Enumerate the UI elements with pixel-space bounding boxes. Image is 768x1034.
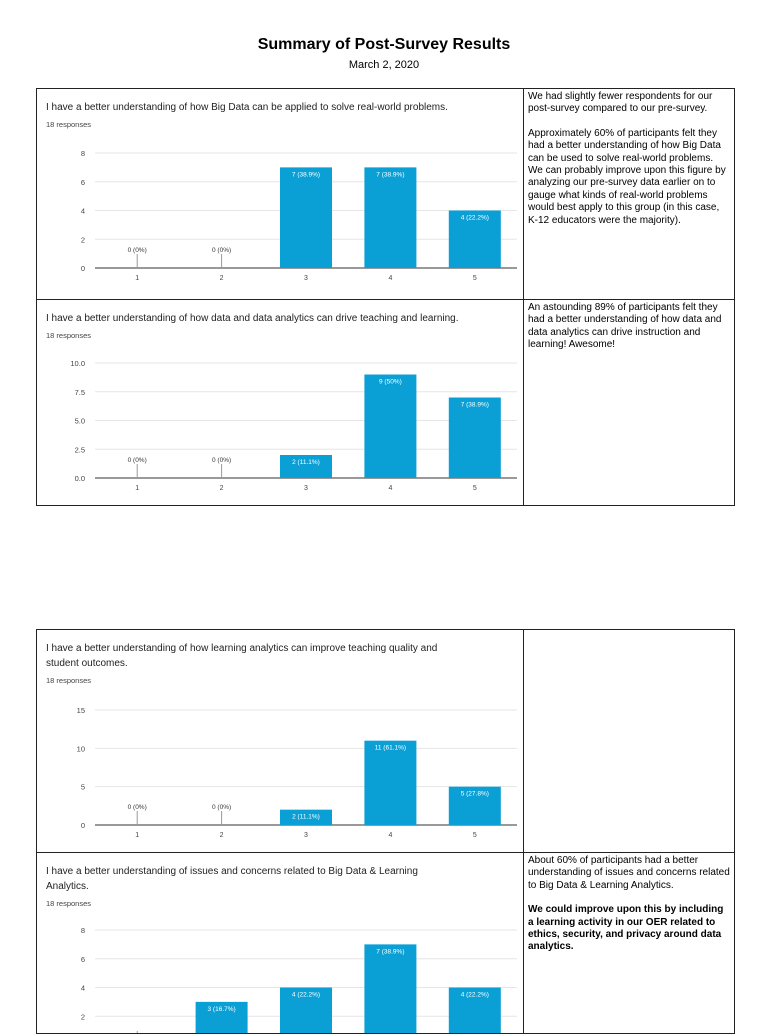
- data-label: 0 (0%): [128, 247, 147, 254]
- note-cell: [523, 629, 735, 853]
- question-text: Analytics.: [46, 881, 89, 892]
- y-tick-label: 6: [81, 178, 85, 187]
- data-label: 9 (50%): [379, 379, 402, 386]
- data-label: 0 (0%): [212, 457, 231, 464]
- note-cell: About 60% of participants had a better u…: [523, 852, 735, 1034]
- responses-count: 18 responses: [46, 331, 91, 340]
- bar: [364, 740, 417, 825]
- y-tick-label: 10: [77, 744, 85, 753]
- chart-learning-analytics-quality: I have a better understanding of how lea…: [46, 643, 517, 839]
- data-label: 2 (11.1%): [292, 459, 320, 466]
- x-tick-label: 5: [473, 832, 477, 839]
- data-label: 4 (22.2%): [461, 992, 489, 999]
- note-data-analytics-teaching: An astounding 89% of participants felt t…: [528, 302, 730, 352]
- responses-count: 18 responses: [46, 899, 91, 908]
- question-text: I have a better understanding of how dat…: [46, 313, 459, 324]
- bar: [448, 397, 501, 478]
- chart-cell: I have a better understanding of how lea…: [36, 629, 524, 853]
- y-tick-label: 2: [81, 1012, 85, 1021]
- y-tick-label: 2: [81, 235, 85, 244]
- chart-issues-concerns: I have a better understanding of issues …: [46, 866, 517, 1033]
- bar: [280, 167, 332, 268]
- bar: [280, 809, 332, 825]
- note-paragraph: We had slightly fewer respondents for ou…: [528, 91, 713, 115]
- x-tick-label: 3: [304, 275, 308, 282]
- data-label: 2 (11.1%): [292, 814, 320, 821]
- x-tick-label: 2: [220, 275, 224, 282]
- question-text: student outcomes.: [46, 658, 128, 669]
- y-tick-label: 2.5: [75, 445, 85, 454]
- note-paragraph: Approximately 60% of participants felt t…: [528, 127, 726, 226]
- question-text: I have a better understanding of how Big…: [46, 102, 448, 113]
- data-label: 0 (0%): [128, 457, 147, 464]
- results-table-2: I have a better understanding of how lea…: [36, 629, 735, 1034]
- bar: [364, 374, 417, 478]
- x-tick-label: 3: [304, 485, 308, 492]
- chart-cell: I have a better understanding of how Big…: [36, 88, 524, 300]
- page-title: Summary of Post-Survey Results: [257, 36, 511, 53]
- responses-count: 18 responses: [46, 676, 91, 685]
- data-label: 11 (61.1%): [375, 745, 406, 752]
- y-tick-label: 0: [81, 264, 85, 273]
- x-tick-label: 2: [220, 832, 224, 839]
- y-tick-label: 0.0: [75, 474, 85, 483]
- bar: [448, 786, 501, 825]
- chart-cell: I have a better understanding of issues …: [36, 852, 524, 1034]
- y-tick-label: 7.5: [75, 388, 85, 397]
- note-paragraph: About 60% of participants had a better u…: [528, 855, 730, 891]
- results-table-1: I have a better understanding of how Big…: [36, 88, 735, 506]
- data-label: 7 (38.9%): [461, 402, 489, 409]
- y-tick-label: 4: [81, 984, 85, 993]
- data-label: 0 (0%): [128, 804, 147, 811]
- x-tick-label: 4: [388, 832, 392, 839]
- data-label: 3 (16.7%): [208, 1006, 236, 1013]
- x-tick-label: 3: [304, 832, 308, 839]
- question-text: I have a better understanding of issues …: [46, 866, 418, 877]
- data-label: 5 (27.8%): [461, 791, 489, 798]
- note-paragraph: We could improve upon this by including …: [528, 904, 724, 953]
- y-tick-label: 15: [77, 706, 85, 715]
- x-tick-label: 4: [388, 485, 392, 492]
- data-label: 7 (38.9%): [292, 171, 320, 178]
- bar: [448, 210, 501, 268]
- x-tick-label: 1: [135, 832, 139, 839]
- note-issues-concerns: About 60% of participants had a better u…: [528, 855, 730, 954]
- chart-data-analytics-teaching: I have a better understanding of how dat…: [46, 313, 517, 492]
- responses-count: 18 responses: [46, 120, 91, 129]
- data-label: 4 (22.2%): [292, 992, 320, 999]
- y-tick-label: 8: [81, 149, 85, 158]
- page-date: March 2, 2020: [348, 59, 420, 71]
- data-label: 7 (38.9%): [376, 948, 404, 955]
- bar: [280, 455, 332, 478]
- y-tick-label: 0: [81, 821, 85, 830]
- x-tick-label: 5: [473, 275, 477, 282]
- y-tick-label: 10.0: [70, 359, 85, 368]
- y-tick-label: 8: [81, 926, 85, 935]
- data-label: 0 (0%): [212, 804, 231, 811]
- note-big-data-real-world: We had slightly fewer respondents for ou…: [528, 91, 730, 227]
- data-label: 7 (38.9%): [376, 171, 404, 178]
- note-cell: We had slightly fewer respondents for ou…: [523, 88, 735, 300]
- y-tick-label: 5: [81, 783, 85, 792]
- x-tick-label: 1: [135, 275, 139, 282]
- y-tick-label: 5.0: [75, 417, 85, 426]
- chart-cell: I have a better understanding of how dat…: [36, 299, 524, 506]
- note-cell: An astounding 89% of participants felt t…: [523, 299, 735, 506]
- x-tick-label: 5: [473, 485, 477, 492]
- bar: [364, 944, 417, 1033]
- question-text: I have a better understanding of how lea…: [46, 643, 437, 654]
- y-tick-label: 4: [81, 207, 85, 216]
- y-tick-label: 6: [81, 955, 85, 964]
- x-tick-label: 2: [220, 485, 224, 492]
- data-label: 0 (0%): [212, 247, 231, 254]
- data-label: 4 (22.2%): [461, 215, 489, 222]
- bar: [364, 167, 417, 268]
- x-tick-label: 1: [135, 485, 139, 492]
- chart-big-data-real-world: I have a better understanding of how Big…: [46, 102, 517, 282]
- x-tick-label: 4: [388, 275, 392, 282]
- note-paragraph: An astounding 89% of participants felt t…: [528, 302, 722, 351]
